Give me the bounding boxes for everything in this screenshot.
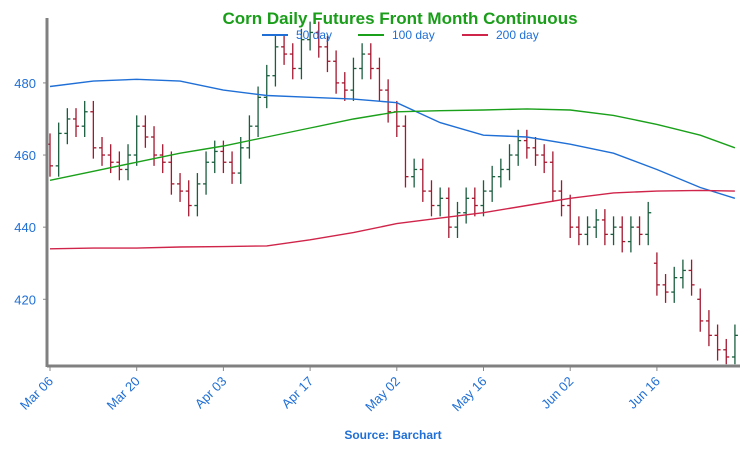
x-tick-label: Mar 06 [17, 374, 56, 413]
ma-line [49, 108, 736, 181]
x-tick-label: Apr 17 [279, 374, 317, 412]
ma-line [49, 189, 735, 250]
legend-label: 100 day [392, 28, 435, 42]
x-tick-label: Jun 16 [625, 374, 663, 412]
y-tick-label: 480 [14, 76, 36, 91]
x-tick-label: May 02 [362, 374, 403, 415]
x-tick-label: May 16 [449, 374, 490, 415]
y-tick-label: 460 [14, 148, 36, 163]
x-tick-label: Mar 20 [104, 374, 143, 413]
x-tick-label: Apr 03 [192, 374, 230, 412]
source: Source: Barchart [344, 428, 441, 442]
legend-label: 200 day [496, 28, 539, 42]
y-tick-label: 420 [14, 292, 36, 307]
chart-title: Corn Daily Futures Front Month Continuou… [222, 9, 577, 28]
legend-label: 50 day [296, 28, 332, 42]
x-tick-label: Jun 02 [538, 374, 576, 412]
y-tick-label: 440 [14, 220, 36, 235]
ma-line [49, 78, 736, 199]
